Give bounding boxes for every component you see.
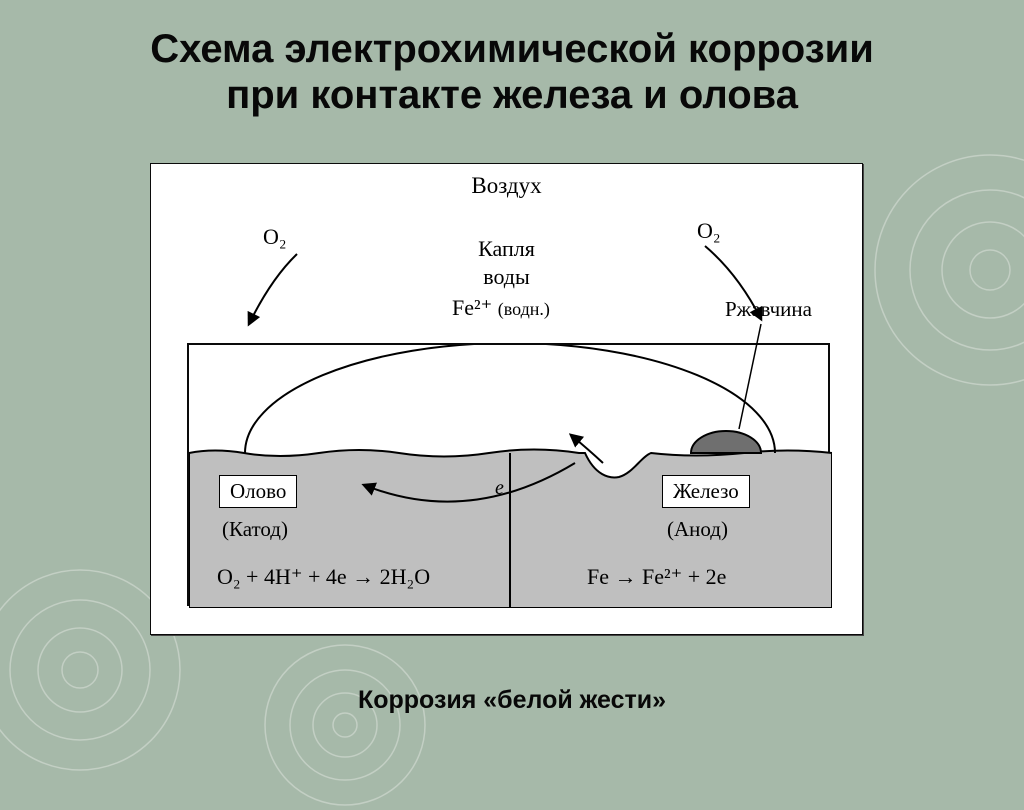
air-label: Воздух (151, 173, 862, 199)
cathode-label: (Катод) (222, 517, 288, 542)
page-title: Схема электрохимической коррозии при кон… (0, 0, 1024, 118)
bg-ripple (870, 150, 1024, 390)
title-line-2: при контакте железа и олова (226, 73, 798, 117)
drop-label-1: Капля (151, 236, 862, 262)
water-drop-arc (245, 345, 775, 453)
diagram-panel: Воздух O₂ O₂ Капля воды Fe²⁺ (водн.) Ржа… (150, 163, 863, 635)
fe-ion-label: Fe²⁺ (водн.) (452, 295, 550, 321)
aq-text: (водн.) (498, 299, 550, 319)
iron-box-label: Железо (662, 475, 750, 508)
cathode-reaction: O₂ + 4H⁺ + 4e → 2H₂O (217, 564, 430, 590)
anode-label: (Анод) (667, 517, 728, 542)
bg-ripple (260, 640, 430, 810)
rust-mound (691, 431, 761, 453)
diagram-caption: Коррозия «белой жести» (0, 686, 1024, 715)
drop-label-2: воды (151, 264, 862, 290)
diagram-frame: e Олово Железо (Катод) (Анод) O₂ + 4H⁺ +… (187, 343, 830, 606)
anode-reaction: Fe → Fe²⁺ + 2e (587, 564, 726, 590)
electron-label: e (495, 477, 504, 500)
tin-box-label: Олово (219, 475, 297, 508)
title-line-1: Схема электрохимической коррозии (150, 27, 874, 71)
rust-label: Ржавчина (725, 297, 812, 322)
fe-ion-text: Fe²⁺ (452, 295, 492, 320)
